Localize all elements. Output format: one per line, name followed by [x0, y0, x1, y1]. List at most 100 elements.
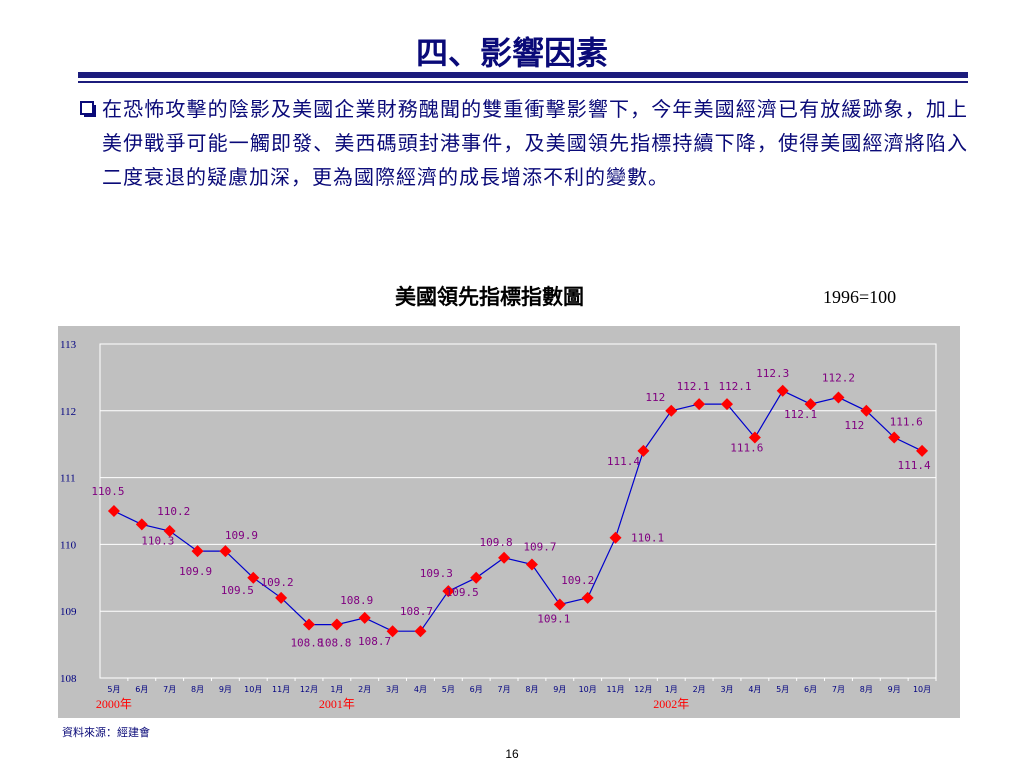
data-point [163, 525, 176, 538]
x-tick-label: 7月 [498, 685, 511, 694]
data-label: 109.2 [261, 576, 294, 589]
x-tick-label: 4月 [748, 685, 761, 694]
x-tick-label: 2月 [693, 685, 706, 694]
plot-area [99, 343, 937, 679]
data-label: 110.1 [631, 532, 664, 545]
y-tick-label: 110 [60, 539, 77, 551]
data-point [721, 398, 733, 411]
data-label: 110.2 [157, 505, 190, 518]
x-tick-label: 4月 [414, 685, 427, 694]
x-tick-label: 5月 [442, 685, 455, 694]
x-tick-label: 2月 [358, 685, 371, 694]
data-label: 112 [844, 419, 864, 432]
data-label: 108.8 [290, 637, 323, 650]
data-label: 112 [645, 391, 665, 404]
y-tick-label: 113 [60, 339, 77, 351]
page-number: 16 [505, 747, 519, 761]
data-point [637, 444, 650, 457]
data-point [609, 531, 622, 544]
x-tick-label: 10月 [913, 685, 931, 694]
slide-title: 四、影響因素 [415, 34, 608, 72]
x-tick-label: 9月 [888, 685, 901, 694]
data-label: 111.6 [730, 442, 763, 455]
data-label: 110.5 [91, 485, 124, 498]
x-tick-label: 6月 [470, 685, 483, 694]
data-point [107, 505, 120, 517]
year-label: 2002年 [653, 697, 689, 711]
data-label: 108.9 [340, 594, 373, 607]
x-tick-label: 6月 [804, 685, 817, 694]
y-tick-label: 109 [60, 606, 77, 618]
x-tick-label: 1月 [330, 685, 343, 694]
series-line [113, 390, 923, 632]
data-label: 109.7 [523, 540, 556, 553]
chart-base-note: 1996=100 [823, 287, 897, 307]
data-label: 112.3 [756, 367, 789, 380]
data-point [776, 384, 789, 397]
y-tick-label: 111 [60, 473, 76, 485]
x-tick-label: 1月 [665, 685, 678, 694]
title-underline-thin [78, 81, 968, 83]
y-tick-label: 108 [60, 673, 77, 685]
x-tick-label: 7月 [832, 685, 845, 694]
x-tick-label: 12月 [300, 685, 318, 694]
data-point [665, 404, 678, 417]
data-label: 108.8 [318, 637, 351, 650]
data-point [693, 398, 706, 411]
data-point [581, 591, 594, 604]
data-point [414, 625, 427, 638]
data-point [888, 431, 901, 444]
data-point [832, 391, 845, 404]
data-point [358, 611, 371, 624]
year-label: 2000年 [96, 697, 132, 711]
x-tick-label: 12月 [634, 685, 652, 694]
source-note: 資料來源：經建會 [62, 726, 150, 739]
x-tick-label: 3月 [720, 685, 733, 694]
data-label: 108.7 [400, 605, 433, 618]
x-tick-label: 11月 [272, 685, 290, 694]
data-point [275, 591, 288, 604]
x-tick-label: 10月 [579, 685, 597, 694]
data-label: 112.2 [822, 371, 855, 384]
data-point [860, 404, 873, 417]
data-label: 108.7 [358, 635, 391, 648]
data-point [916, 444, 929, 457]
data-label: 109.9 [225, 529, 258, 542]
data-point [303, 618, 315, 631]
data-point [330, 618, 343, 631]
data-point [191, 545, 204, 558]
x-tick-label: 8月 [860, 685, 873, 694]
data-point [470, 571, 483, 584]
chart-title: 美國領先指標指數圖 [395, 284, 584, 309]
data-point [498, 551, 511, 564]
data-label: 109.2 [561, 574, 594, 587]
x-tick-label: 10月 [244, 685, 262, 694]
data-label: 112.1 [718, 380, 751, 393]
data-point [386, 625, 399, 638]
body-paragraph: 在恐怖攻擊的陰影及美國企業財務醜聞的雙重衝擊影響下，今年美國經濟已有放緩跡象，加… [102, 97, 968, 189]
x-tick-label: 8月 [191, 685, 204, 694]
data-label: 109.1 [537, 613, 570, 626]
x-tick-label: 5月 [776, 685, 789, 694]
data-label: 111.4 [607, 455, 640, 468]
data-label: 112.1 [784, 408, 817, 421]
data-point [553, 598, 566, 611]
checkbox-bullet-icon [80, 101, 96, 117]
data-point [219, 545, 232, 558]
x-tick-label: 7月 [163, 685, 176, 694]
year-label: 2001年 [319, 697, 355, 711]
x-tick-label: 9月 [553, 685, 566, 694]
data-label: 109.8 [480, 536, 513, 549]
data-label: 109.9 [179, 565, 212, 578]
x-tick-label: 8月 [525, 685, 538, 694]
y-tick-label: 112 [60, 406, 76, 418]
data-label: 109.5 [221, 584, 254, 597]
title-underline-thick [78, 72, 968, 78]
data-label: 110.3 [141, 534, 174, 547]
x-tick-label: 6月 [135, 685, 148, 694]
data-label: 111.6 [890, 416, 923, 429]
x-tick-label: 3月 [386, 685, 399, 694]
data-point [247, 571, 260, 584]
data-label: 109.5 [446, 586, 479, 599]
data-label: 109.3 [420, 567, 453, 580]
